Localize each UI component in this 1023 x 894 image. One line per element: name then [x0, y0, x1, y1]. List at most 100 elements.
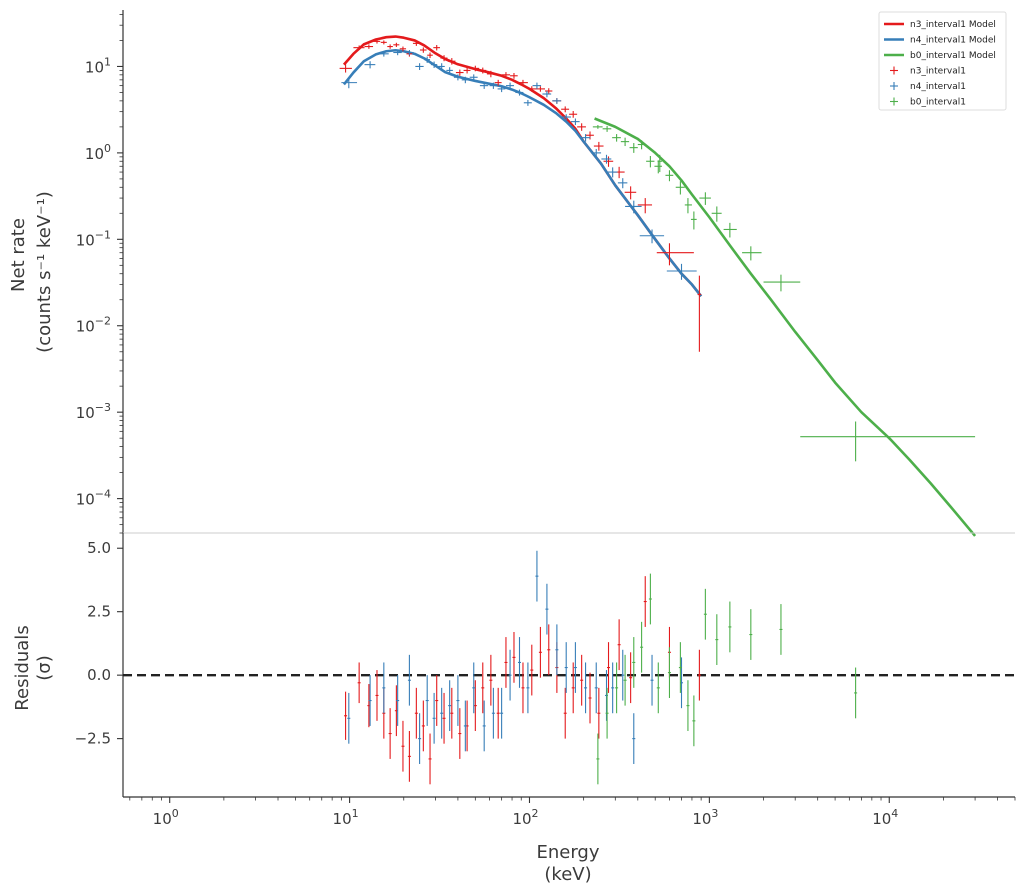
residual-point	[496, 687, 500, 739]
data-series	[339, 39, 702, 352]
data-point	[463, 67, 471, 74]
residual-y-tick-label: 5.0	[87, 539, 111, 557]
data-point	[489, 82, 498, 89]
residual-point	[407, 654, 411, 706]
residual-point	[508, 649, 512, 701]
data-point	[637, 140, 646, 150]
data-point	[580, 134, 591, 142]
residual-point	[615, 662, 619, 714]
residual-point	[621, 649, 625, 701]
x-tick-label: 101	[333, 807, 359, 828]
legend-label: n4_interval1	[910, 82, 966, 92]
data-point	[527, 86, 536, 92]
residual-point	[678, 642, 682, 693]
data-point	[469, 74, 478, 81]
data-point	[433, 45, 440, 51]
residual-point	[489, 654, 493, 706]
data-point	[570, 118, 580, 126]
data-series	[341, 50, 697, 280]
residual-point	[421, 700, 425, 752]
data-point	[601, 154, 612, 164]
data-point	[373, 39, 381, 44]
y-tick-label: 10−4	[76, 488, 111, 509]
residual-point	[435, 675, 439, 726]
data-point	[479, 82, 489, 89]
residual-point	[472, 662, 476, 714]
bottom-ylabel-line1: Residuals	[12, 625, 33, 710]
residual-point	[607, 642, 611, 693]
xlabel: Energy	[536, 842, 599, 863]
residual-point	[530, 644, 534, 696]
residual-y-tick-label: 0.0	[87, 666, 111, 684]
data-point	[440, 55, 448, 62]
legend-label: n3_interval1 Model	[910, 20, 996, 30]
residual-point	[555, 624, 559, 676]
bottom-panel: 5.0 2.5 0.0 −2.5	[75, 533, 1015, 797]
residual-point	[418, 713, 422, 764]
residual-point	[500, 687, 504, 739]
data-point	[471, 65, 480, 72]
data-point	[637, 198, 653, 214]
y-tick-label: 10−3	[76, 401, 111, 422]
data-point	[666, 263, 697, 280]
residual-point	[692, 695, 696, 747]
data-point	[654, 160, 662, 174]
legend-box	[878, 11, 1007, 111]
data-point	[501, 72, 511, 78]
residual-point	[547, 624, 551, 676]
data-point	[602, 125, 612, 132]
model-curve	[594, 117, 977, 537]
residual-point	[667, 647, 671, 698]
residual-point	[596, 733, 600, 785]
data-point	[393, 42, 400, 47]
data-point	[577, 123, 586, 131]
residual-point	[594, 662, 598, 714]
data-point	[461, 76, 469, 84]
residual-point	[563, 687, 567, 739]
residual-point	[432, 692, 436, 744]
residual-point	[382, 662, 386, 714]
data-point	[617, 178, 628, 189]
data-point	[629, 143, 638, 153]
residual-point	[545, 583, 549, 635]
data-point	[364, 61, 376, 69]
residual-point	[648, 573, 652, 625]
data-point	[545, 88, 553, 95]
residual-point	[344, 691, 348, 740]
data-point	[517, 79, 528, 86]
data-point	[675, 181, 685, 195]
y-tick-label: 101	[85, 55, 111, 76]
residual-point	[538, 626, 542, 678]
residual-point	[388, 708, 392, 759]
residual-point	[456, 675, 460, 726]
residual-series	[596, 573, 858, 785]
residual-point	[632, 637, 636, 688]
data-point	[665, 170, 674, 182]
residual-point	[442, 692, 446, 744]
data-point	[532, 82, 542, 89]
data-point	[515, 89, 524, 96]
data-point	[427, 52, 433, 59]
residual-point	[375, 670, 379, 721]
top-panel: 101 100 10−1 10−2 10−3 10−4	[76, 10, 1015, 537]
residual-point	[407, 731, 411, 782]
residual-point	[347, 692, 351, 744]
residual-point	[401, 720, 405, 772]
data-point	[497, 85, 506, 93]
data-point	[656, 243, 694, 266]
data-point	[479, 67, 487, 74]
data-point	[763, 274, 801, 292]
residual-point	[414, 687, 418, 739]
residual-point	[597, 687, 601, 739]
data-point	[592, 125, 603, 129]
data-point	[341, 77, 358, 89]
residual-point	[491, 687, 495, 739]
data-point	[364, 44, 374, 49]
data-point	[593, 141, 604, 151]
data-point	[585, 131, 594, 140]
residual-point	[749, 609, 753, 660]
data-point	[612, 134, 621, 142]
residual-point	[526, 662, 530, 714]
residual-point	[357, 662, 361, 704]
residual-point	[650, 654, 654, 706]
